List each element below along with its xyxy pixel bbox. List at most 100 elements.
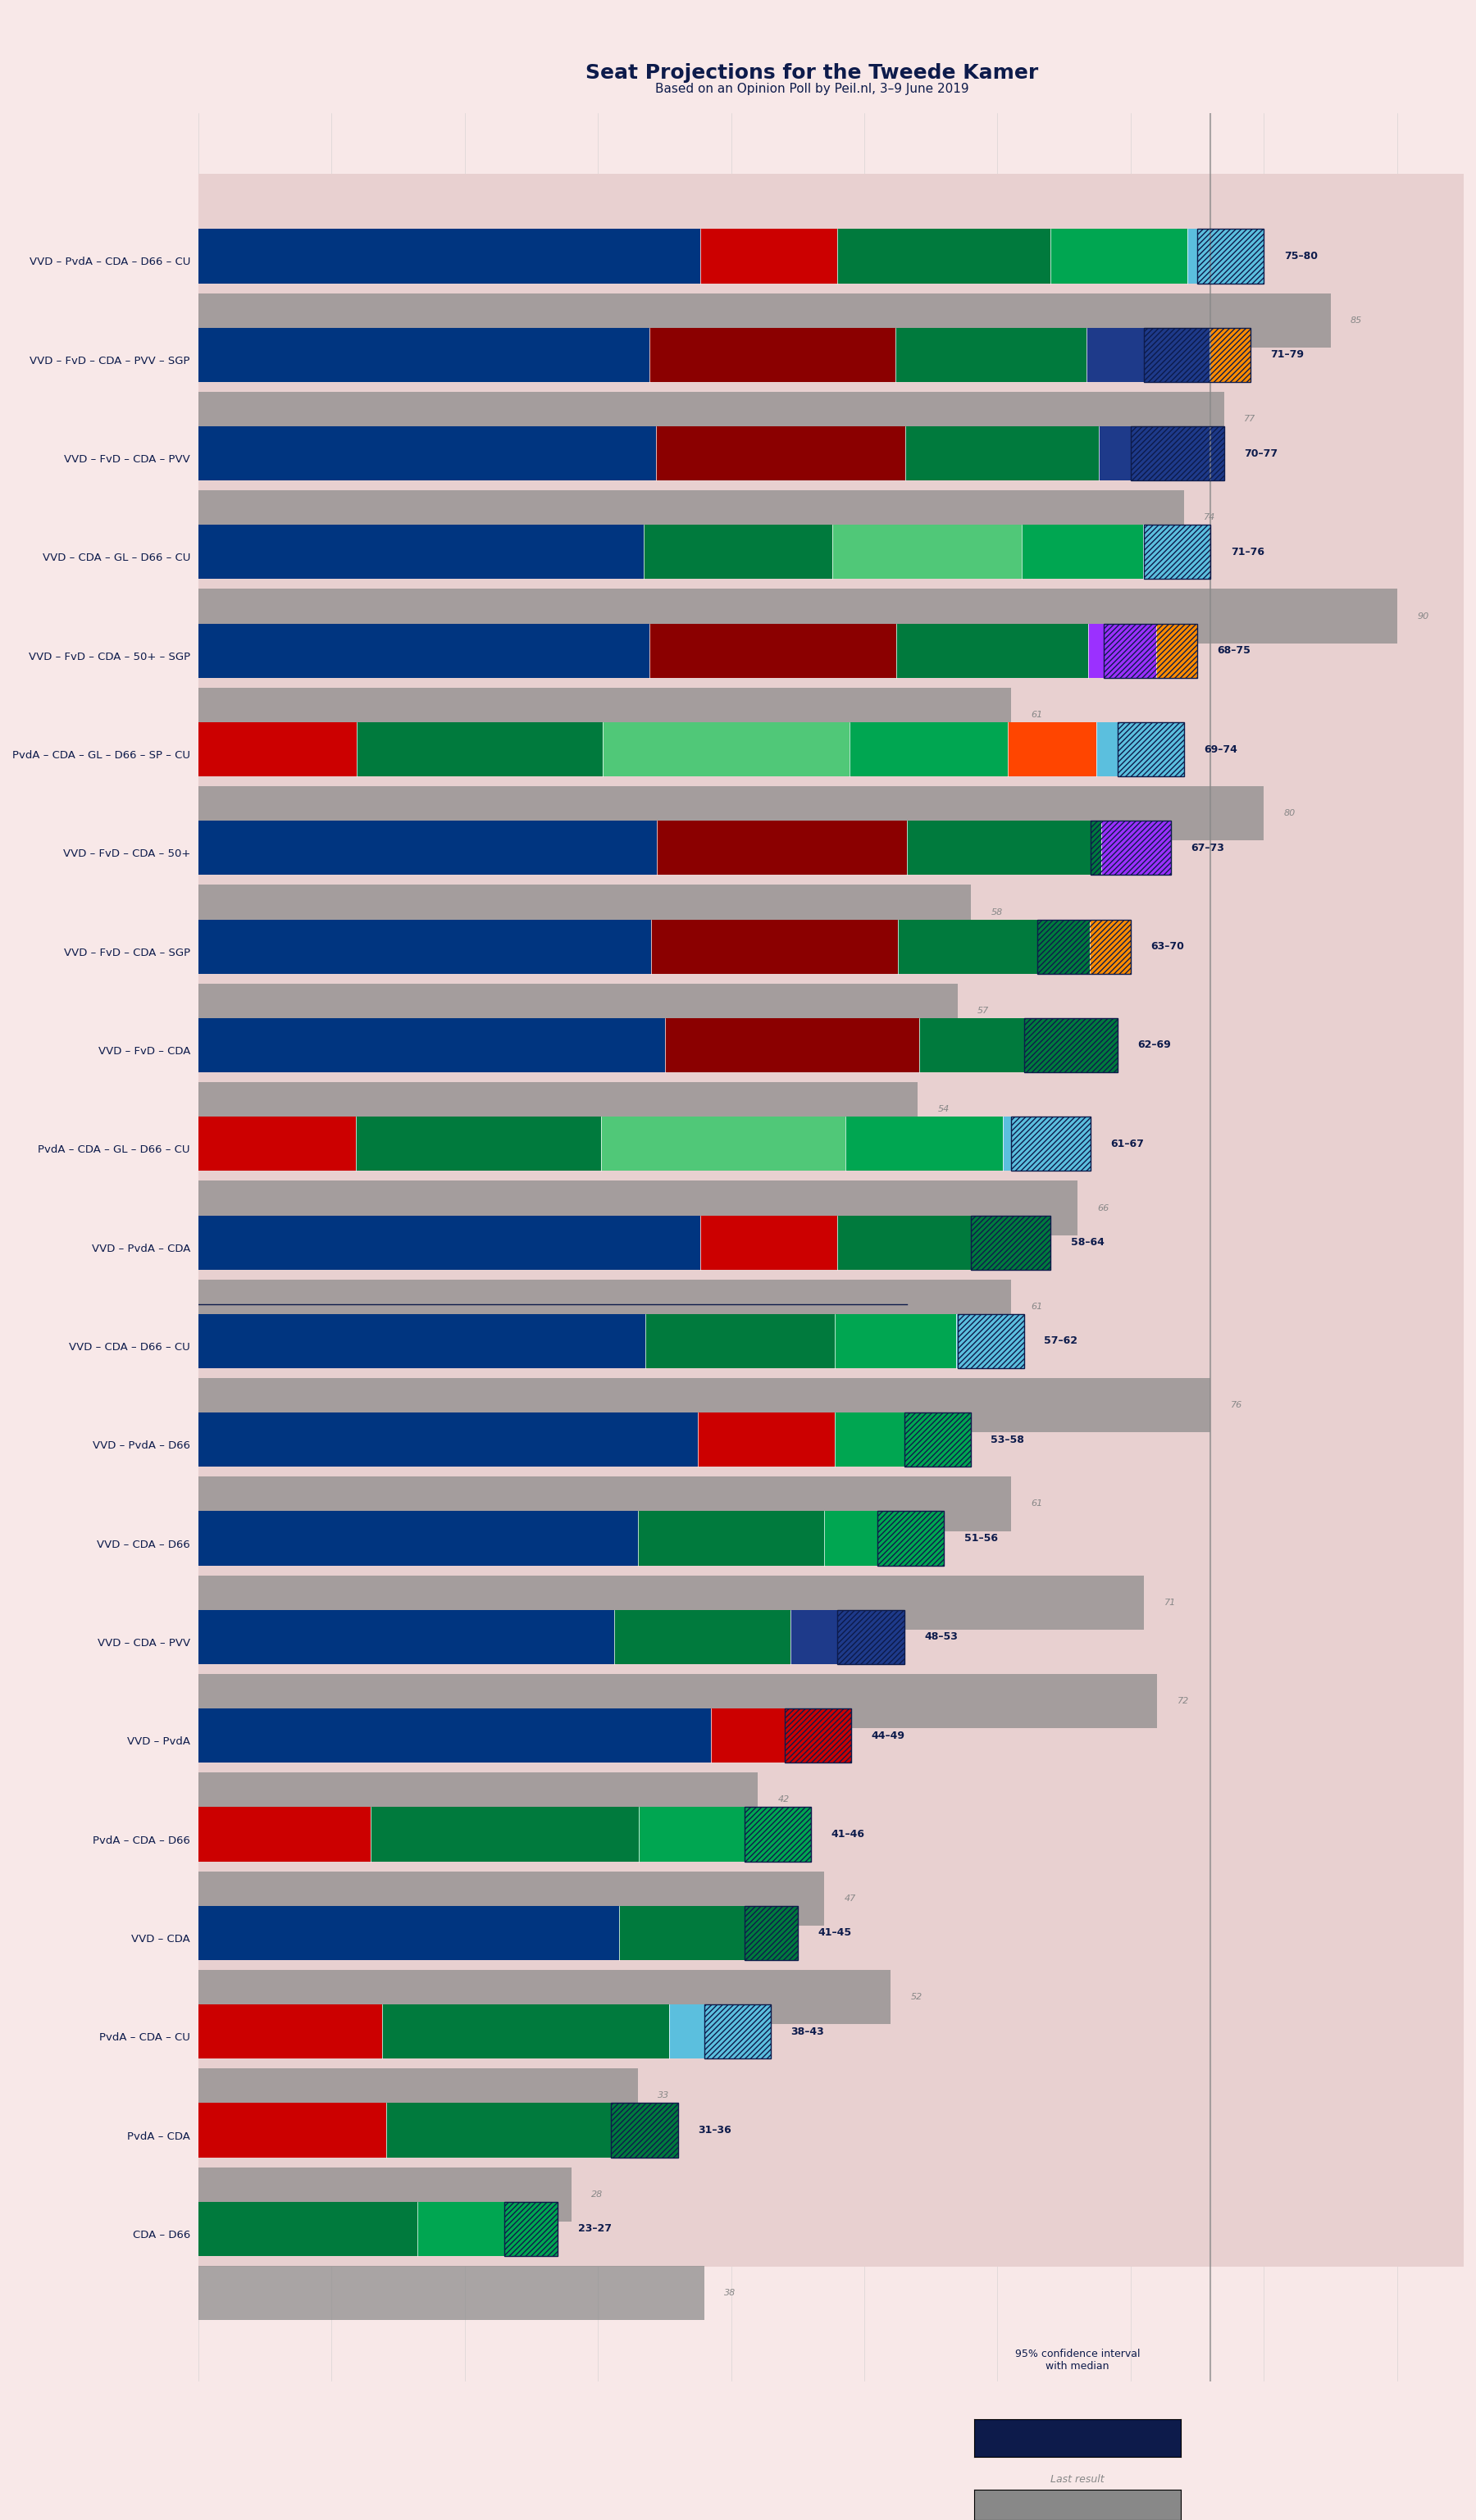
- Text: 44–49: 44–49: [871, 1731, 905, 1741]
- Bar: [701, 1215, 837, 1270]
- Text: 66: 66: [1097, 1205, 1108, 1212]
- Bar: [198, 391, 1224, 446]
- Bar: [1117, 723, 1184, 776]
- Bar: [198, 1081, 918, 1137]
- Bar: [1100, 426, 1224, 481]
- Bar: [618, 1905, 797, 1961]
- Text: 68–75: 68–75: [1218, 645, 1250, 655]
- Bar: [645, 1313, 834, 1368]
- Text: 51–56: 51–56: [964, 1532, 998, 1545]
- Bar: [198, 920, 651, 973]
- Text: 61: 61: [1030, 1303, 1042, 1310]
- Text: Based on an Opinion Poll by Peil.nl, 3–9 June 2019: Based on an Opinion Poll by Peil.nl, 3–9…: [655, 83, 968, 96]
- FancyBboxPatch shape: [198, 1457, 1464, 1578]
- Text: 62–69: 62–69: [1138, 1041, 1170, 1051]
- FancyBboxPatch shape: [198, 766, 1464, 887]
- FancyBboxPatch shape: [198, 570, 1464, 688]
- Bar: [837, 229, 1051, 282]
- Bar: [744, 1807, 810, 1862]
- Text: 61: 61: [1030, 711, 1042, 718]
- Bar: [638, 1512, 824, 1565]
- Bar: [357, 723, 604, 776]
- Text: 72: 72: [1178, 1696, 1190, 1706]
- Bar: [1156, 622, 1197, 678]
- FancyBboxPatch shape: [198, 668, 1464, 786]
- Bar: [198, 885, 971, 940]
- Bar: [198, 2069, 638, 2122]
- Bar: [198, 426, 655, 481]
- Bar: [1131, 426, 1224, 481]
- Text: 80: 80: [1284, 809, 1296, 816]
- FancyBboxPatch shape: [198, 370, 1464, 491]
- Bar: [198, 983, 958, 1038]
- Bar: [649, 622, 896, 678]
- Bar: [198, 1872, 824, 1925]
- Bar: [198, 1807, 370, 1862]
- Bar: [824, 1512, 945, 1565]
- Bar: [198, 1772, 757, 1827]
- Bar: [198, 1018, 664, 1074]
- Text: 53–58: 53–58: [990, 1434, 1024, 1444]
- Bar: [1209, 328, 1250, 383]
- Bar: [1197, 229, 1263, 282]
- Bar: [639, 1807, 810, 1862]
- Bar: [669, 2003, 770, 2059]
- Bar: [198, 1313, 645, 1368]
- Text: 74: 74: [1204, 514, 1216, 522]
- Bar: [664, 1018, 920, 1074]
- FancyBboxPatch shape: [198, 469, 1464, 590]
- FancyBboxPatch shape: [198, 1061, 1464, 1182]
- Text: 71–79: 71–79: [1271, 350, 1305, 360]
- Bar: [1011, 1116, 1091, 1172]
- Text: 38: 38: [725, 2288, 737, 2298]
- Bar: [198, 1610, 614, 1663]
- Bar: [958, 1313, 1024, 1368]
- Bar: [382, 2003, 669, 2059]
- Text: 23–27: 23–27: [579, 2223, 611, 2235]
- Text: 76: 76: [1231, 1401, 1243, 1409]
- Text: 61–67: 61–67: [1111, 1139, 1144, 1149]
- Text: 70–77: 70–77: [1244, 449, 1278, 459]
- Bar: [1088, 622, 1156, 678]
- Bar: [905, 426, 1100, 481]
- Bar: [1089, 920, 1131, 973]
- Text: 41–45: 41–45: [818, 1928, 852, 1938]
- Bar: [832, 524, 1021, 580]
- Bar: [784, 1709, 852, 1764]
- Bar: [198, 786, 1263, 842]
- Bar: [614, 1610, 791, 1663]
- Bar: [896, 328, 1086, 383]
- Bar: [971, 1215, 1051, 1270]
- Bar: [920, 1018, 1117, 1074]
- Bar: [850, 723, 1008, 776]
- Bar: [655, 426, 905, 481]
- Bar: [198, 1414, 698, 1467]
- Bar: [1091, 822, 1170, 874]
- Bar: [1086, 328, 1209, 383]
- Bar: [1024, 1018, 1117, 1074]
- Bar: [604, 723, 850, 776]
- FancyBboxPatch shape: [198, 2049, 1464, 2167]
- Bar: [198, 524, 644, 580]
- Bar: [198, 1905, 618, 1961]
- Text: 42: 42: [778, 1797, 790, 1804]
- Bar: [657, 822, 906, 874]
- Bar: [956, 1313, 1024, 1368]
- Text: 48–53: 48–53: [924, 1630, 958, 1643]
- Text: 90: 90: [1417, 612, 1429, 620]
- Bar: [198, 622, 649, 678]
- Bar: [896, 622, 1088, 678]
- Bar: [198, 491, 1184, 544]
- Text: 47: 47: [844, 1895, 856, 1903]
- Text: Last result: Last result: [1051, 2475, 1104, 2485]
- Bar: [198, 1182, 1077, 1235]
- Bar: [198, 688, 1011, 741]
- Bar: [198, 328, 649, 383]
- Bar: [1097, 723, 1184, 776]
- Bar: [198, 1215, 701, 1270]
- Text: 85: 85: [1351, 315, 1362, 325]
- Bar: [834, 1414, 971, 1467]
- Text: 75–80: 75–80: [1284, 252, 1318, 262]
- Bar: [846, 1116, 1004, 1172]
- Bar: [418, 2202, 558, 2255]
